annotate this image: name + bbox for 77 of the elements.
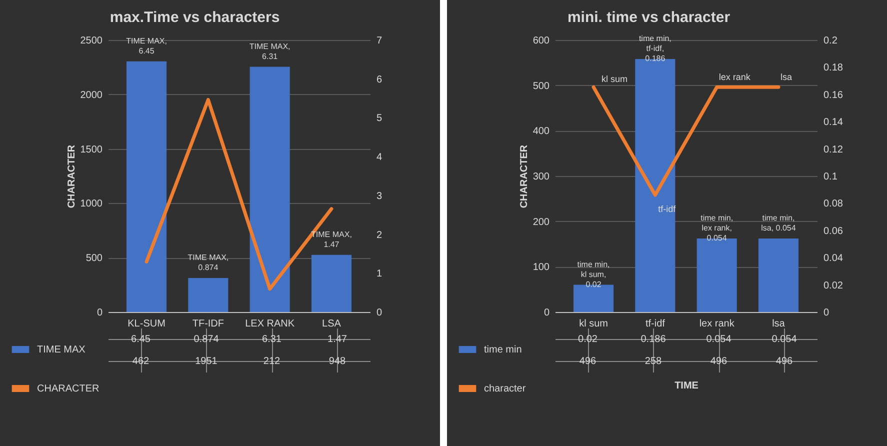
data-label: 258	[644, 356, 662, 367]
y2-tick-label: 0.08	[824, 198, 844, 210]
data-label: 0.02	[578, 334, 598, 345]
bar	[250, 66, 290, 312]
x-tick-label: LSA	[322, 318, 342, 330]
bar	[758, 238, 799, 312]
y-tick-label: 1000	[80, 198, 103, 210]
data-label: 0.054	[772, 334, 798, 345]
y2-tick-label: 0.2	[824, 36, 838, 46]
x-tick-label: tf-idf	[645, 318, 666, 330]
data-label: 0.186	[640, 334, 666, 345]
legend-label: CHARACTER	[37, 384, 100, 394]
data-label: 496	[776, 356, 794, 367]
x-tick-label: kl sum	[579, 318, 608, 330]
y2-tick-label: 1	[376, 268, 382, 280]
annotation: lsa	[780, 72, 792, 82]
y-tick-label: 600	[532, 36, 550, 46]
data-label: 948	[328, 356, 346, 367]
x-axis-title: TIME	[674, 380, 699, 392]
chart-title: max.Time vs characters	[110, 9, 280, 26]
y-axis-title: CHARACTER	[518, 144, 530, 208]
y-tick-label: 200	[532, 216, 550, 228]
data-label: 6.45	[131, 334, 151, 345]
y2-tick-label: 0.04	[824, 253, 844, 264]
y2-tick-label: 0.12	[824, 144, 844, 156]
y2-tick-label: 7	[376, 36, 382, 46]
y2-tick-label: 5	[376, 113, 382, 124]
y2-tick-label: 2	[376, 230, 382, 241]
y2-tick-label: 3	[376, 190, 382, 202]
y-tick-label: 300	[532, 172, 550, 182]
y2-tick-label: 0.18	[824, 62, 844, 74]
y2-tick-label: 6	[376, 74, 382, 86]
y2-tick-label: 0.16	[824, 90, 844, 101]
x-tick-label: lsa	[772, 318, 786, 330]
annotation: TIME MAX, 6.31	[249, 42, 290, 61]
data-label: 6.31	[262, 334, 282, 345]
chart-title: mini. time vs character	[567, 9, 730, 26]
y-tick-label: 1500	[80, 144, 103, 156]
y2-tick-label: 0	[376, 308, 382, 318]
y-tick-label: 0	[544, 308, 550, 318]
y2-tick-label: 0	[824, 308, 830, 318]
legend-label: character	[484, 384, 526, 394]
annotation: kl sum	[602, 74, 628, 84]
y-tick-label: 2500	[80, 36, 103, 46]
y2-tick-label: 4	[376, 152, 382, 164]
y2-tick-label: 0.1	[824, 172, 838, 182]
data-label: 462	[132, 356, 150, 367]
annotation: time min, lsa, 0.054	[761, 214, 796, 233]
y-tick-label: 500	[532, 80, 550, 92]
annotation: lex rank	[718, 72, 751, 82]
annotation: TIME MAX, 6.45	[126, 36, 167, 56]
y-tick-label: 400	[532, 126, 550, 138]
data-label: 0.874	[194, 334, 220, 345]
y-axis-title: CHARACTER	[66, 144, 78, 208]
x-tick-label: TF-IDF	[192, 318, 224, 330]
y2-tick-label: 0.02	[824, 280, 844, 292]
data-label: 1951	[195, 356, 218, 367]
x-tick-label: KL-SUM	[128, 318, 166, 330]
data-label: 0.054	[706, 334, 732, 345]
y-tick-label: 0	[96, 308, 103, 318]
data-label: 1.47	[328, 334, 348, 345]
data-label: 496	[579, 356, 597, 367]
bar	[188, 278, 228, 312]
legend-label: time min	[484, 344, 522, 356]
y-tick-label: 500	[86, 253, 103, 264]
data-label: 212	[263, 356, 281, 367]
bar	[126, 61, 167, 312]
x-tick-label: LEX RANK	[245, 318, 295, 330]
y2-tick-label: 0.06	[824, 226, 844, 237]
y-tick-label: 100	[532, 262, 550, 274]
data-label: 496	[710, 356, 728, 367]
y2-tick-label: 0.14	[824, 117, 844, 128]
legend-label: TIME MAX	[37, 344, 86, 356]
x-tick-label: lex rank	[699, 318, 736, 330]
bar	[311, 254, 352, 312]
y-tick-label: 2000	[80, 90, 103, 101]
annotation: TIME MAX, 0.874	[188, 253, 229, 272]
